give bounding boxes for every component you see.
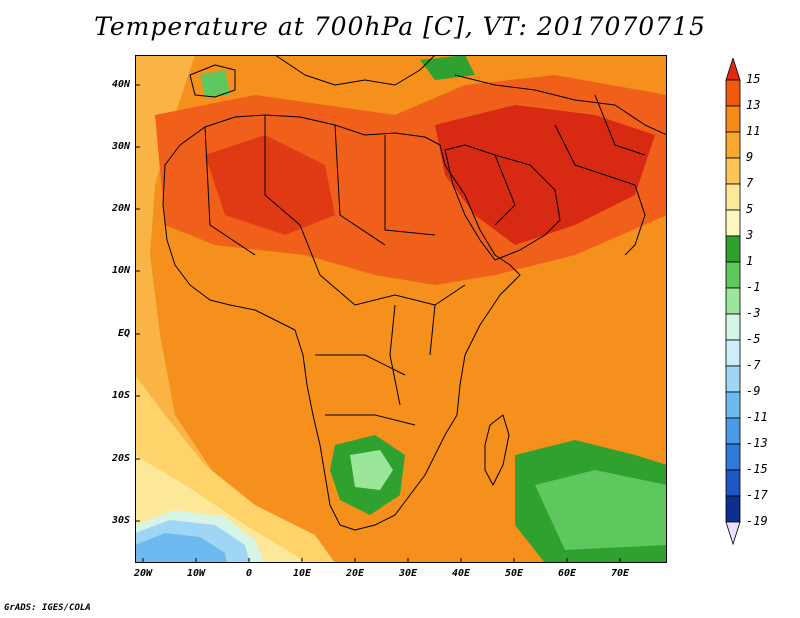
colorbar-label: 11 [746,124,761,138]
lat-label: 20N [111,203,130,214]
lon-label: 10E [292,568,312,579]
colorbar-swatch [725,443,741,471]
colorbar-label: -11 [746,410,768,424]
credit-text: GrADS: IGES/COLA [4,603,91,613]
colorbar-label: -1 [746,280,761,294]
colorbar-swatch [725,365,741,393]
colorbar-swatch [725,209,741,237]
colorbar-swatch [725,417,741,445]
colorbar-swatch [725,313,741,341]
border-1 [204,126,256,256]
coastlines [162,55,667,531]
colorbar-label: 1 [746,254,754,268]
colorbar-swatch [725,157,741,185]
colorbar-swatch [725,261,741,289]
border-7 [315,354,406,376]
colorbar-swatch [725,287,741,315]
colorbar-label: -13 [746,436,768,450]
lon-label: 60E [557,568,577,579]
lat-label: EQ [117,328,130,339]
lat-label: 10N [111,265,130,276]
colorbar [725,58,741,546]
lon-label: 20E [345,568,365,579]
colorbar-label: -3 [746,306,761,320]
asia-coastline [454,74,667,136]
colorbar-min-triangle [725,521,741,546]
colorbar-max-triangle [725,58,741,81]
field-lightgreen-sa [350,450,393,490]
colorbar-label: 3 [746,228,754,242]
border-4 [384,135,436,236]
colorbar-swatch [725,131,741,159]
iberia-coastline [189,64,236,98]
lon-label: 20W [133,568,153,579]
colorbar-swatch [725,495,741,523]
map-frame [135,55,667,563]
colorbar-label: -7 [746,358,761,372]
africa-coastline [162,114,521,531]
border-2 [264,115,301,226]
colorbar-swatch [725,469,741,497]
lon-label: 70E [610,568,630,579]
lat-label: 40N [111,79,130,90]
border-10 [429,304,436,356]
chart-title: Temperature at 700hPa [C], VT: 201707071… [94,12,706,41]
border-13 [594,94,646,156]
field-hot-sahara [205,135,335,235]
colorbar-label: 5 [746,202,754,216]
madagascar-coastline [484,414,510,486]
lon-label: 10W [186,568,206,579]
colorbar-swatch [725,105,741,133]
map-ticks [135,84,621,563]
field-green-spain [200,70,230,97]
lat-label: 30N [111,141,130,152]
border-3 [334,124,386,246]
colorbar-swatch [725,79,741,107]
field-cold-sw3 [135,533,227,563]
lon-label: 30E [398,568,418,579]
colorbar-label: -19 [746,514,768,528]
temperature-map [135,55,667,563]
lon-label: 0 [245,568,253,579]
field-green-balkans [420,55,475,80]
border-8 [325,414,416,426]
india-coastline [604,174,646,256]
border-12 [554,124,606,176]
colorbar-swatch [725,235,741,263]
colorbar-label: 9 [746,150,754,164]
colorbar-label: -5 [746,332,761,346]
border-5 [299,224,356,306]
colorbar-swatch [725,391,741,419]
colorbar-label: 15 [746,72,761,86]
lat-label: 20S [111,453,130,464]
lon-label: 50E [504,568,524,579]
field-green-indian2 [535,470,667,550]
colorbar-label: -15 [746,462,768,476]
field-hot-arabia [435,105,655,245]
border-9 [389,304,401,406]
colorbar-label: -9 [746,384,761,398]
border-11 [494,154,516,226]
lat-label: 10S [111,390,130,401]
lat-label: 30S [111,515,130,526]
europe-coastline [274,55,436,86]
colorbar-swatch [725,183,741,211]
lon-label: 40E [451,568,471,579]
colorbar-swatch [725,339,741,367]
colorbar-label: 13 [746,98,761,112]
border-6 [354,284,466,306]
colorbar-label: -17 [746,488,768,502]
colorbar-label: 7 [746,176,754,190]
